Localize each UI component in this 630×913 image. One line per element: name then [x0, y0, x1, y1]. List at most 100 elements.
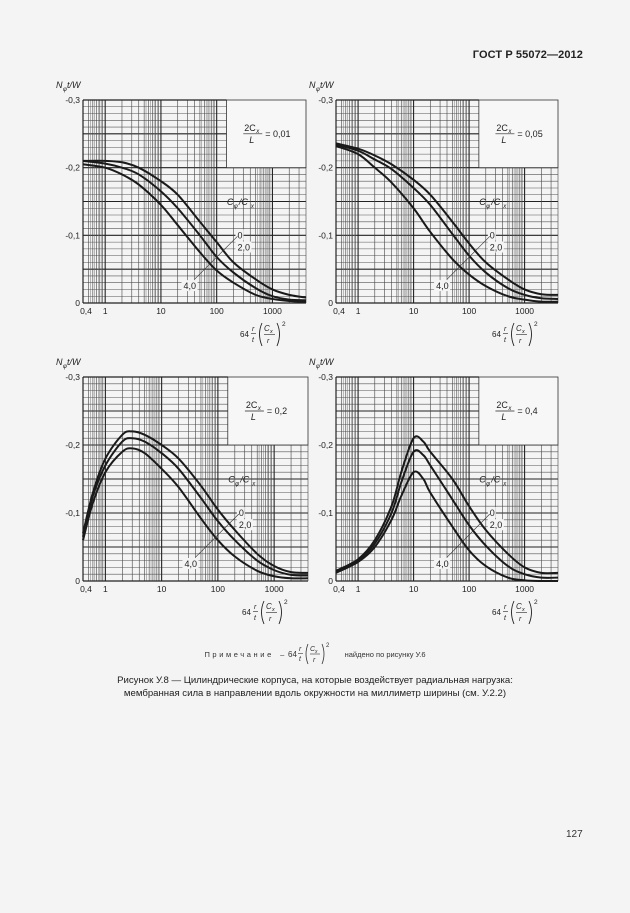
curve-2-0 [82, 159, 307, 302]
y-tick-label: -0,3 [318, 95, 333, 105]
svg-text:2C: 2C [246, 400, 258, 410]
page-number: 127 [566, 829, 583, 840]
x-tick-label: 1000 [515, 584, 534, 594]
curve-4-0 [335, 145, 559, 303]
legend-title: C [479, 474, 486, 484]
grid [335, 99, 559, 304]
svg-text:t: t [504, 337, 507, 344]
legend-label: 4,0 [436, 559, 449, 569]
x-tick-label: 1000 [265, 584, 284, 594]
svg-text:r: r [519, 616, 522, 623]
param-label: 2C xL = 0,2 [244, 400, 287, 422]
svg-text:2C: 2C [496, 400, 508, 410]
y-tick-label: 0 [75, 576, 80, 586]
x-tick-label: 10 [157, 584, 167, 594]
param-value: = 0,4 [517, 406, 537, 416]
svg-text:2: 2 [284, 599, 288, 606]
curve-2-0 [82, 437, 309, 577]
svg-text:r: r [504, 326, 507, 333]
svg-text:2: 2 [534, 599, 538, 606]
x-tick-label: 1000 [263, 306, 282, 316]
svg-text:2C: 2C [244, 123, 256, 133]
legend-label: 2,0 [490, 243, 503, 253]
svg-text:x: x [269, 329, 273, 335]
svg-text:/C: /C [490, 474, 501, 484]
curve-2-0 [335, 143, 559, 300]
x-tick-label: 1 [103, 306, 108, 316]
svg-text:t/W: t/W [67, 357, 82, 367]
svg-text:C: C [266, 602, 272, 611]
svg-text:r: r [269, 616, 272, 623]
curve-0 [82, 430, 309, 574]
param-value: = 0,01 [265, 129, 290, 139]
svg-text:2: 2 [534, 321, 538, 328]
svg-text:t: t [299, 656, 302, 663]
y-tick-label: 0 [328, 298, 333, 308]
svg-text:L: L [501, 412, 506, 422]
note-label: Примечание [204, 649, 274, 659]
svg-text:φ: φ [63, 364, 67, 370]
x-tick-label: 1 [356, 584, 361, 594]
svg-text:L: L [251, 412, 256, 422]
y-axis-title: N [56, 80, 63, 90]
svg-text:r: r [252, 326, 255, 333]
svg-text:t: t [254, 615, 257, 622]
svg-text:x: x [502, 204, 507, 210]
svg-text:x: x [255, 129, 260, 135]
caption-line-2: мембранная сила в направлении вдоль окру… [123, 688, 507, 699]
x-tick-label: 1 [103, 584, 108, 594]
legend-label: 0 [490, 230, 495, 240]
legend-label: 4,0 [184, 559, 197, 569]
y-tick-label: 0 [328, 576, 333, 586]
svg-text:r: r [299, 646, 302, 653]
y-tick-label: -0,2 [318, 440, 333, 450]
legend-title: C [228, 474, 235, 484]
curve-4-0 [82, 163, 307, 303]
x-tick-label: 0,4 [333, 584, 345, 594]
svg-text:2: 2 [282, 321, 286, 328]
svg-text:x: x [257, 406, 262, 412]
x-tick-label: 100 [211, 584, 225, 594]
svg-text:x: x [502, 481, 507, 487]
y-tick-label: 0 [75, 298, 80, 308]
svg-text:t: t [504, 615, 507, 622]
svg-text:r: r [254, 604, 257, 611]
x-tick-label: 100 [462, 584, 476, 594]
x-tick-label: 0,4 [80, 306, 92, 316]
y-tick-label: -0,1 [65, 508, 80, 518]
svg-text:φ: φ [316, 87, 320, 93]
grid [335, 376, 559, 582]
figure-caption: Рисунок У.8 — Цилиндрические корпуса, на… [0, 674, 630, 700]
svg-text:x: x [251, 481, 256, 487]
curves [82, 159, 307, 303]
svg-text:φ: φ [234, 204, 238, 210]
svg-text:x: x [314, 649, 318, 655]
svg-text:t/W: t/W [320, 80, 335, 90]
curves [335, 435, 559, 583]
y-tick-label: -0,3 [318, 372, 333, 382]
figure-note: Примечание – 64 r t C x r 2 найдено по р… [0, 641, 630, 669]
svg-text:x: x [521, 329, 525, 335]
grid [82, 99, 307, 304]
legend-label: 0 [237, 230, 242, 240]
svg-text:t/W: t/W [67, 80, 82, 90]
y-axis-title: N [309, 80, 316, 90]
y-tick-label: -0,1 [318, 230, 333, 240]
svg-text:r: r [519, 338, 522, 345]
y-tick-label: -0,2 [318, 163, 333, 173]
y-tick-label: -0,1 [65, 230, 80, 240]
note-text: найдено по рисунку У.6 [344, 649, 426, 659]
svg-text:φ: φ [63, 87, 67, 93]
x-tick-label: 10 [156, 306, 166, 316]
legend-title: C [227, 197, 234, 207]
legend-label: 2,0 [237, 243, 250, 253]
